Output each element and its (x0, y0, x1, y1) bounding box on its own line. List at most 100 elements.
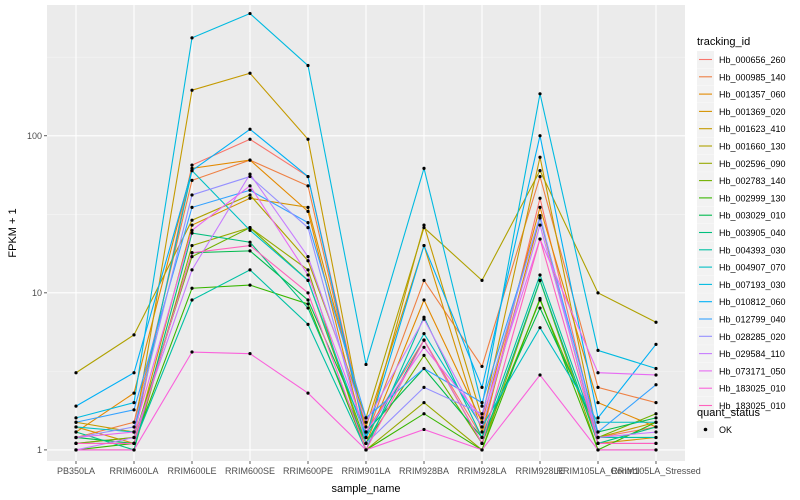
data-point (190, 223, 194, 227)
data-point (74, 420, 78, 424)
data-point (306, 221, 310, 225)
data-point (596, 430, 600, 434)
data-point (538, 169, 542, 173)
data-point (190, 228, 194, 232)
data-point (306, 268, 310, 272)
data-point (538, 214, 542, 218)
data-point (596, 416, 600, 420)
legend-label: Hb_000985_140 (719, 72, 786, 82)
data-point (480, 441, 484, 446)
y-axis-title: FPKM + 1 (7, 208, 19, 257)
data-point (654, 342, 658, 346)
data-point (248, 11, 252, 16)
data-point (248, 196, 252, 200)
data-point (248, 71, 252, 75)
data-point (538, 92, 542, 96)
data-point (306, 298, 310, 302)
data-point (132, 401, 136, 405)
x-tick-label: RRIM600SE (225, 466, 275, 476)
data-point (248, 174, 252, 179)
data-point (538, 373, 542, 377)
legend-items: Hb_000656_260 Hb_000985_140 Hb_001357_060 H… (697, 51, 786, 414)
data-point (306, 226, 310, 230)
data-point (132, 371, 136, 375)
data-point (248, 127, 252, 131)
legend: tracking_id Hb_000656_260Hb_000985_140Hb… (697, 36, 786, 438)
data-point (422, 345, 426, 349)
legend-label: Hb_183025_010 (719, 384, 786, 394)
data-point (132, 448, 136, 452)
data-point (422, 353, 426, 357)
data-point (538, 174, 542, 179)
data-points (74, 11, 658, 452)
x-axis: PB350LA RRIM600LA RRIM600LE RRIM600SE RRIM60… (57, 461, 701, 476)
data-point (654, 383, 658, 387)
data-point (74, 404, 78, 408)
data-point (132, 408, 136, 412)
data-point (364, 420, 368, 424)
data-point (538, 273, 542, 277)
data-point (306, 302, 310, 306)
x-tick-label: RRIM928LA (457, 466, 506, 476)
data-point (248, 228, 252, 232)
x-tick-label: RRIM105LA_Control (556, 466, 639, 476)
data-point (132, 430, 136, 434)
data-point (364, 441, 368, 446)
x-tick-label: RRIM600LA (109, 466, 158, 476)
data-point (654, 435, 658, 440)
data-point (364, 435, 368, 440)
data-point (190, 88, 194, 92)
data-point (132, 420, 136, 424)
data-point (654, 366, 658, 371)
data-point (538, 296, 542, 301)
data-point (74, 448, 78, 452)
data-point (422, 298, 426, 302)
shape-legend-items: OK (697, 421, 732, 438)
data-point (596, 385, 600, 390)
data-point (654, 420, 658, 424)
data-point (480, 278, 484, 283)
data-point (480, 430, 484, 434)
data-point (538, 237, 542, 241)
data-point (538, 326, 542, 330)
x-axis-title: sample_name (331, 483, 400, 495)
data-point (190, 163, 194, 167)
data-point (248, 283, 252, 287)
data-point (422, 427, 426, 432)
data-point (306, 322, 310, 326)
data-point (654, 320, 658, 324)
legend-label: Hb_001660_130 (719, 142, 786, 152)
legend-label: Hb_000656_260 (719, 55, 786, 65)
data-point (654, 416, 658, 420)
legend-label: Hb_012799_040 (719, 315, 786, 325)
data-point (654, 430, 658, 434)
data-point (248, 188, 252, 192)
data-point (422, 243, 426, 248)
data-point (364, 448, 368, 452)
data-point (248, 137, 252, 141)
data-point (422, 223, 426, 227)
data-point (306, 174, 310, 179)
data-point (248, 158, 252, 162)
legend-label: Hb_002999_130 (719, 193, 786, 203)
data-point (306, 137, 310, 141)
data-point (596, 435, 600, 440)
data-point (422, 332, 426, 336)
data-point (422, 338, 426, 342)
data-point (132, 425, 136, 429)
y-tick-label: 1 (37, 445, 42, 455)
data-point (248, 243, 252, 248)
legend-label: Hb_183025_010 (719, 401, 786, 411)
x-tick-label: RRIM901LA (341, 466, 390, 476)
data-point (306, 259, 310, 263)
data-point (364, 416, 368, 420)
data-point (596, 441, 600, 446)
data-point (248, 193, 252, 197)
legend-label: Hb_010812_060 (719, 297, 786, 307)
data-point (480, 435, 484, 440)
data-point (74, 425, 78, 429)
data-point (248, 352, 252, 356)
data-point (480, 420, 484, 424)
data-point (364, 430, 368, 434)
data-point (422, 166, 426, 170)
